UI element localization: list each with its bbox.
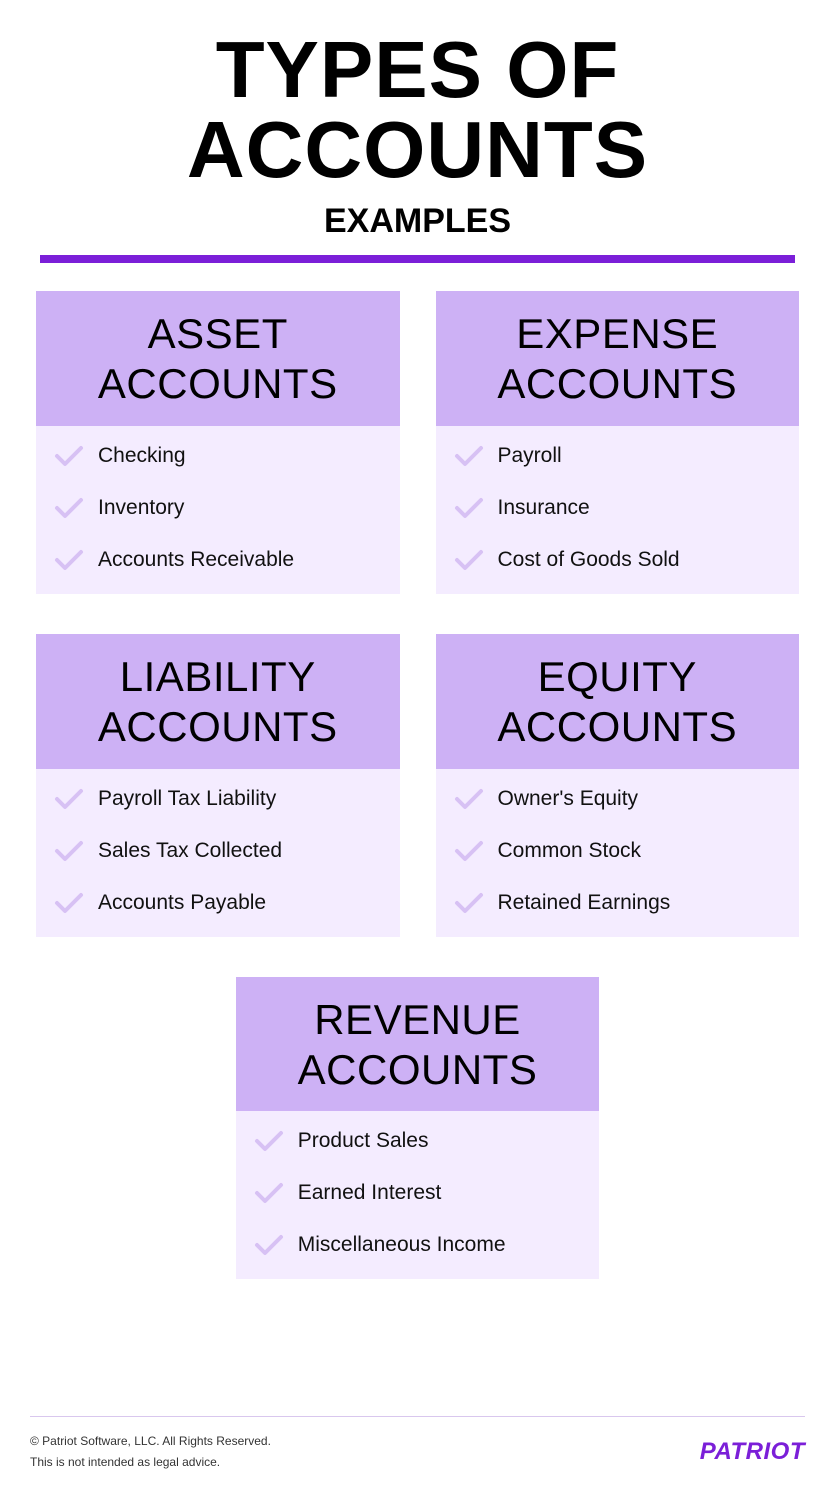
item-label: Payroll Tax Liability (98, 787, 276, 811)
card-title-line1: EXPENSE (444, 309, 792, 359)
account-card: LIABILITYACCOUNTS Payroll Tax Liability Sa… (36, 634, 400, 937)
item-label: Miscellaneous Income (298, 1233, 506, 1257)
list-item: Earned Interest (254, 1181, 582, 1205)
card-title-line2: ACCOUNTS (244, 1045, 592, 1095)
footer-text: © Patriot Software, LLC. All Rights Rese… (30, 1431, 271, 1474)
item-label: Insurance (498, 496, 590, 520)
item-label: Sales Tax Collected (98, 839, 282, 863)
card-header: LIABILITYACCOUNTS (36, 634, 400, 769)
check-icon (454, 497, 484, 519)
list-item: Accounts Payable (54, 891, 382, 915)
card-title-line1: EQUITY (444, 652, 792, 702)
list-item: Payroll (454, 444, 782, 468)
card-title-line2: ACCOUNTS (44, 702, 392, 752)
item-label: Common Stock (498, 839, 642, 863)
account-card: EQUITYACCOUNTS Owner's Equity Common Stock… (436, 634, 800, 937)
check-icon (454, 788, 484, 810)
item-label: Accounts Payable (98, 891, 266, 915)
check-icon (454, 840, 484, 862)
footer: © Patriot Software, LLC. All Rights Rese… (30, 1416, 805, 1474)
page-title: TYPES OF ACCOUNTS (30, 30, 805, 190)
item-label: Cost of Goods Sold (498, 548, 680, 572)
card-title-line2: ACCOUNTS (444, 359, 792, 409)
cards-grid: ASSETACCOUNTSCheckingInventoryAccounts R… (30, 291, 805, 1279)
list-item: Insurance (454, 496, 782, 520)
list-item: Miscellaneous Income (254, 1233, 582, 1257)
check-icon (54, 497, 84, 519)
list-item: Inventory (54, 496, 382, 520)
account-card: REVENUEACCOUNTS Product Sales Earned Inter… (236, 977, 600, 1280)
check-icon (54, 788, 84, 810)
card-header: EQUITYACCOUNTS (436, 634, 800, 769)
list-item: Checking (54, 444, 382, 468)
list-item: Sales Tax Collected (54, 839, 382, 863)
check-icon (54, 892, 84, 914)
list-item: Accounts Receivable (54, 548, 382, 572)
page-subtitle: EXAMPLES (30, 202, 805, 241)
list-item: Payroll Tax Liability (54, 787, 382, 811)
card-body: Product Sales Earned Interest Miscellaneou… (236, 1111, 600, 1279)
card-body: Payroll Tax Liability Sales Tax Collected… (36, 769, 400, 937)
check-icon (254, 1182, 284, 1204)
card-body: Payroll Insurance Cost of Goods Sold (436, 426, 800, 594)
item-label: Payroll (498, 444, 562, 468)
check-icon (254, 1234, 284, 1256)
list-item: Owner's Equity (454, 787, 782, 811)
account-card: EXPENSEACCOUNTS Payroll Insurance Cost of G… (436, 291, 800, 594)
list-item: Product Sales (254, 1129, 582, 1153)
card-body: Owner's Equity Common Stock Retained Earni… (436, 769, 800, 937)
item-label: Accounts Receivable (98, 548, 294, 572)
item-label: Owner's Equity (498, 787, 639, 811)
card-title-line2: ACCOUNTS (444, 702, 792, 752)
item-label: Inventory (98, 496, 184, 520)
item-label: Checking (98, 444, 186, 468)
card-title-line1: LIABILITY (44, 652, 392, 702)
check-icon (454, 549, 484, 571)
check-icon (54, 840, 84, 862)
check-icon (254, 1130, 284, 1152)
check-icon (454, 445, 484, 467)
item-label: Earned Interest (298, 1181, 442, 1205)
item-label: Product Sales (298, 1129, 429, 1153)
title-divider (40, 255, 795, 263)
card-header: REVENUEACCOUNTS (236, 977, 600, 1112)
card-body: Checking Inventory Accounts Receivable (36, 426, 400, 594)
list-item: Common Stock (454, 839, 782, 863)
footer-disclaimer: This is not intended as legal advice. (30, 1452, 271, 1474)
card-title-line1: REVENUE (244, 995, 592, 1045)
item-label: Retained Earnings (498, 891, 671, 915)
check-icon (454, 892, 484, 914)
card-title-line1: ASSET (44, 309, 392, 359)
card-title-line2: ACCOUNTS (44, 359, 392, 409)
card-header: ASSETACCOUNTS (36, 291, 400, 426)
list-item: Retained Earnings (454, 891, 782, 915)
card-header: EXPENSEACCOUNTS (436, 291, 800, 426)
brand-logo: PATRIOT (700, 1438, 805, 1466)
account-card: ASSETACCOUNTS Checking Inventory Accounts R… (36, 291, 400, 594)
check-icon (54, 445, 84, 467)
check-icon (54, 549, 84, 571)
list-item: Cost of Goods Sold (454, 548, 782, 572)
footer-copyright: © Patriot Software, LLC. All Rights Rese… (30, 1431, 271, 1453)
